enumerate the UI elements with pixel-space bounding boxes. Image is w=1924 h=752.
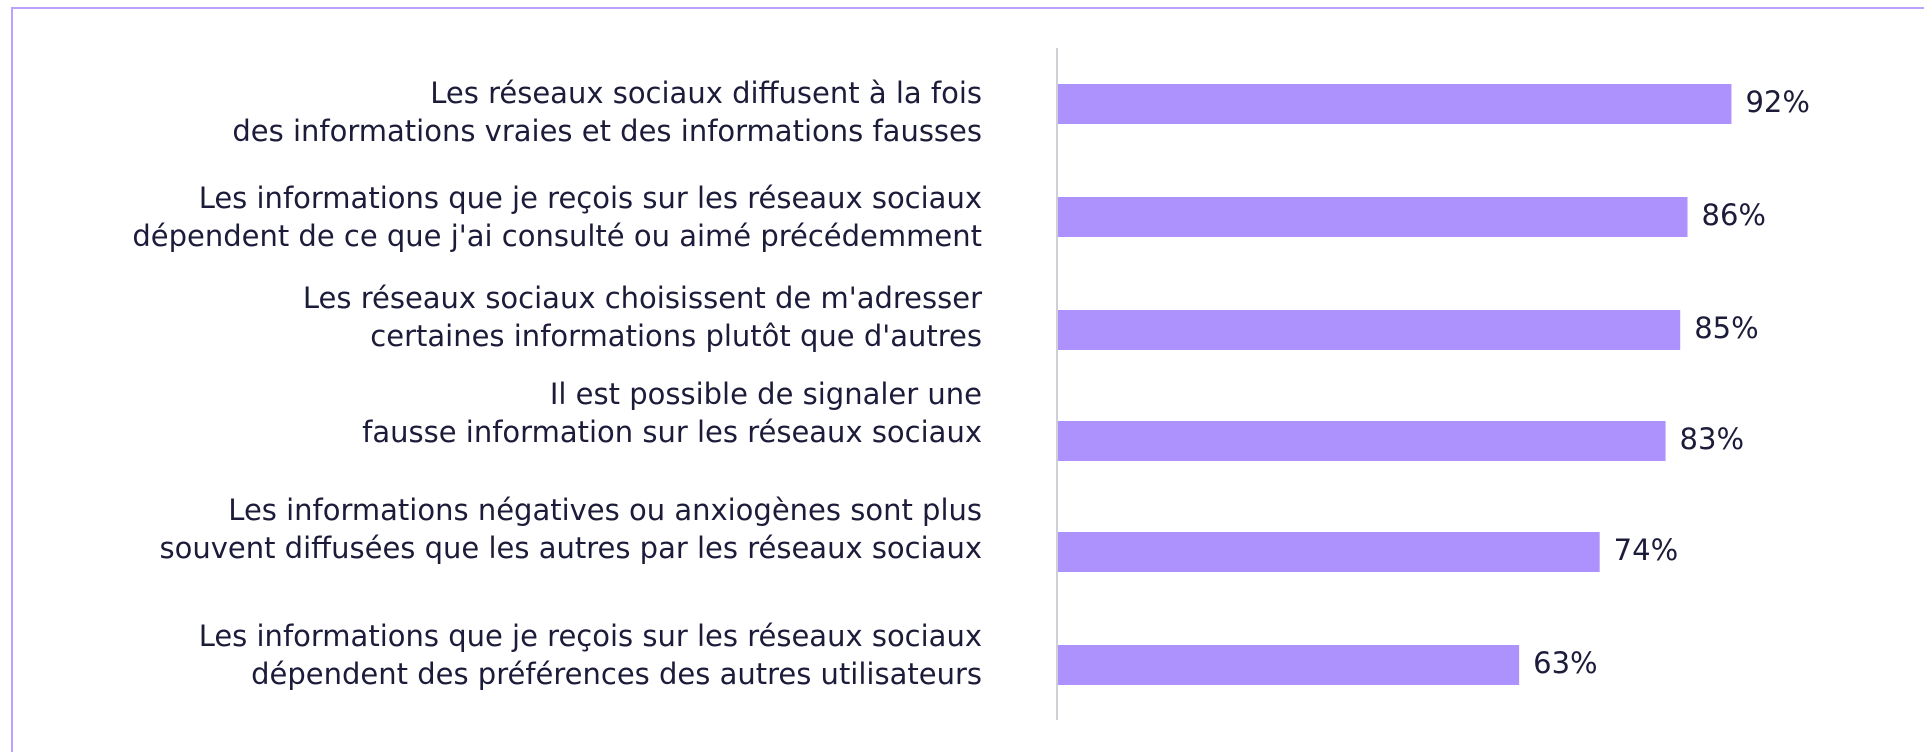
bar: [1058, 532, 1600, 572]
value-label: 92%: [1745, 85, 1809, 119]
bar: [1058, 197, 1688, 237]
value-label: 86%: [1702, 198, 1766, 232]
category-label: Les informations négatives ou anxiogènes…: [228, 493, 982, 527]
category-label: Les réseaux sociaux diffusent à la fois: [430, 76, 982, 110]
category-label: dépendent des préférences des autres uti…: [251, 657, 982, 691]
value-label: 85%: [1694, 311, 1758, 345]
bar: [1058, 84, 1732, 124]
category-label: dépendent de ce que j'ai consulté ou aim…: [132, 219, 982, 253]
category-label: certaines informations plutôt que d'autr…: [370, 319, 982, 353]
value-label: 63%: [1533, 646, 1597, 680]
category-label: des informations vraies et des informati…: [232, 114, 982, 148]
category-label: Les informations que je reçois sur les r…: [199, 619, 982, 653]
category-label: Les réseaux sociaux choisissent de m'adr…: [303, 281, 982, 315]
category-label: Les informations que je reçois sur les r…: [199, 181, 982, 215]
value-label: 74%: [1614, 533, 1678, 567]
value-label: 83%: [1680, 422, 1744, 456]
category-label: souvent diffusées que les autres par les…: [159, 531, 982, 565]
category-label: Il est possible de signaler une: [550, 377, 982, 411]
bar: [1058, 421, 1666, 461]
bar: [1058, 645, 1520, 685]
category-label: fausse information sur les réseaux socia…: [362, 415, 982, 449]
bar: [1058, 310, 1681, 350]
frame: [11, 7, 1924, 752]
